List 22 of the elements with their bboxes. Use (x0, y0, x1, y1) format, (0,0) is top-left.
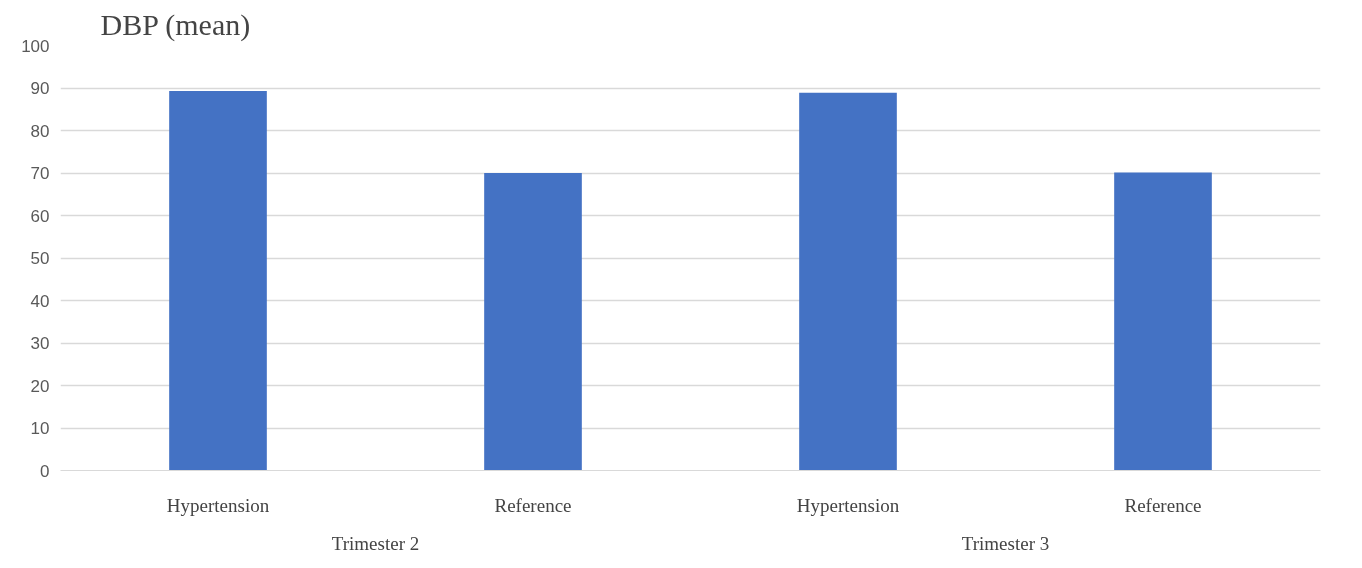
y-tick-label: 30 (30, 334, 50, 353)
text: Trimester 2 (331, 532, 420, 554)
y-tick-label: 100 (21, 36, 50, 56)
bar (169, 90, 267, 471)
y-tick-label: 40 (30, 291, 50, 311)
y-tick-label: 20 (30, 376, 50, 396)
y-tick-label: 80 (30, 121, 50, 141)
y-tick-label: 70 (30, 164, 50, 183)
y-tick-label: 50 (30, 249, 50, 268)
y-tick-label: 0 (40, 461, 50, 481)
x-tick-label: Reference (494, 494, 572, 516)
x-tick-label: Reference (1124, 494, 1202, 516)
chart-title: DBP (mean) (100, 7, 251, 42)
x-tick-label: Hypertension (166, 494, 270, 516)
y-tick-label: 10 (30, 419, 50, 438)
bar (1114, 172, 1212, 471)
bar (484, 173, 582, 471)
text: Trimester 3 (961, 532, 1050, 554)
bar (799, 92, 897, 471)
x-tick-label: Hypertension (796, 494, 900, 516)
y-tick-label: 90 (30, 79, 50, 98)
y-tick-label: 60 (30, 206, 50, 226)
